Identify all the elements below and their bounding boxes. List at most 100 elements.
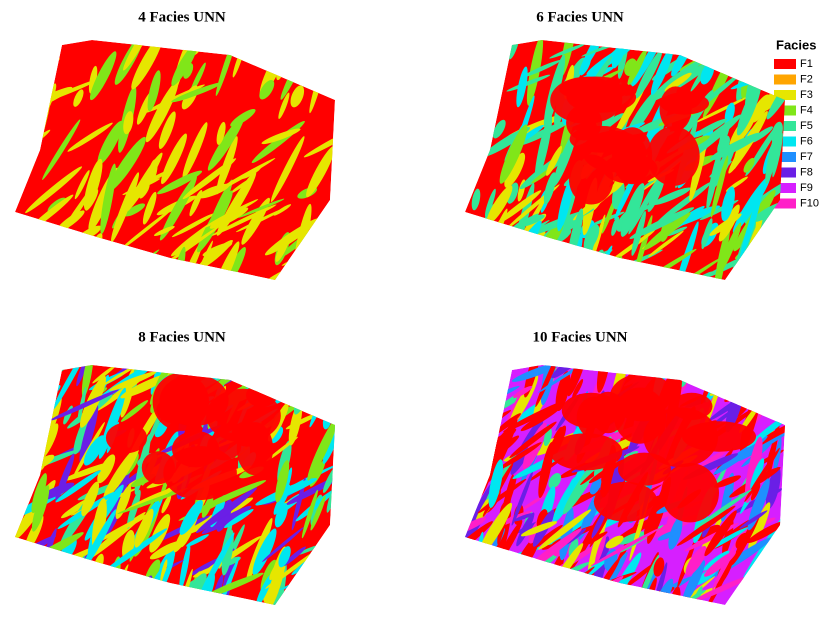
facies-streak [0,73,41,113]
facies-streak [84,563,118,621]
facies-streak [716,377,738,394]
facies-streak [733,29,750,53]
facies-streak [666,356,684,378]
facies-streak [493,573,520,595]
facies-streak [762,238,784,270]
facies-streak [303,31,317,50]
facies-streak [537,572,556,596]
facies-streak [2,246,60,275]
facies-map [443,334,800,621]
facies-streak [550,246,615,285]
facies-streak [21,569,41,609]
facies-streak [457,541,487,593]
facies-streak [528,570,543,593]
facies-streak [707,360,762,399]
facies-streak [11,569,29,605]
facies-streak [251,367,273,382]
facies-streak [60,583,101,612]
facies-streak [595,587,629,604]
panel-title: 10 Facies UNN [533,329,628,345]
facies-streak [471,562,483,587]
facies-streak [772,366,792,411]
facies-streak [752,22,773,60]
facies-streak [101,576,154,618]
facies-streak [168,590,210,620]
facies-streak [504,579,526,616]
facies-streak [480,358,493,381]
facies-streak [71,563,110,614]
facies-streak [10,420,21,441]
facies-streak [473,402,501,446]
facies-streak [0,34,57,65]
facies-streak [34,562,49,616]
facies-streak [463,545,486,574]
facies-streak [194,589,219,619]
legend-label: F8 [800,166,813,178]
facies-streak [69,570,115,608]
facies-streak [83,571,102,596]
facies-streak [767,365,786,403]
facies-streak [28,559,44,596]
legend-label: F10 [800,197,819,209]
facies-streak [308,579,333,599]
facies-streak [1,337,41,400]
legend-label: F6 [800,135,813,147]
facies-streak [770,229,793,249]
facies-streak [538,252,556,273]
facies-streak [476,223,514,284]
facies-streak [680,19,713,62]
facies-streak [452,223,485,246]
facies-streak [486,358,506,382]
facies-streak [17,363,48,427]
legend-label: F9 [800,182,813,194]
facies-patch [647,126,699,186]
facies-streak [567,256,580,302]
facies-streak [129,574,156,621]
facies-streak [774,560,792,583]
facies-streak [605,266,620,286]
facies-streak [457,565,518,613]
figure: 4 Facies UNN 6 Facies UNN 8 Facies UNN 1… [0,0,832,621]
facies-streak [754,242,787,306]
facies-streak [548,573,571,606]
facies-streak [0,55,61,88]
facies-streak [749,377,765,400]
facies-streak [474,31,489,55]
facies-streak [736,596,766,614]
facies-streak [447,576,518,619]
facies-patch [582,131,646,172]
facies-streak [0,236,54,282]
facies-streak [577,589,596,616]
facies-streak [723,386,744,404]
facies-streak [286,259,339,301]
facies-streak [457,141,473,175]
facies-streak [9,596,39,613]
facies-streak [293,577,314,621]
facies-streak [752,244,789,267]
facies-streak [469,590,499,607]
facies-streak [63,555,87,607]
facies-streak [100,563,130,621]
facies-streak [502,580,551,608]
facies-streak [306,577,363,604]
facies-streak [101,574,121,621]
facies-streak [254,32,286,53]
facies-streak [273,39,294,81]
legend-title: Facies [776,37,816,52]
facies-streak [17,365,54,413]
facies-streak [120,572,139,594]
facies-streak [276,366,289,393]
facies-patch [160,374,229,426]
facies-streak [454,452,483,501]
facies-streak [253,358,274,372]
facies-streak [482,403,505,419]
facies-streak [483,224,498,260]
facies-streak [457,229,498,255]
facies-streak [206,353,270,383]
facies-map [452,8,805,308]
facies-streak [25,565,90,613]
page: {"panels": [ {"title": "4 Facies UNN"}, … [0,0,832,621]
facies-patch [671,393,713,420]
facies-map [0,13,364,309]
facies-streak [566,578,599,598]
